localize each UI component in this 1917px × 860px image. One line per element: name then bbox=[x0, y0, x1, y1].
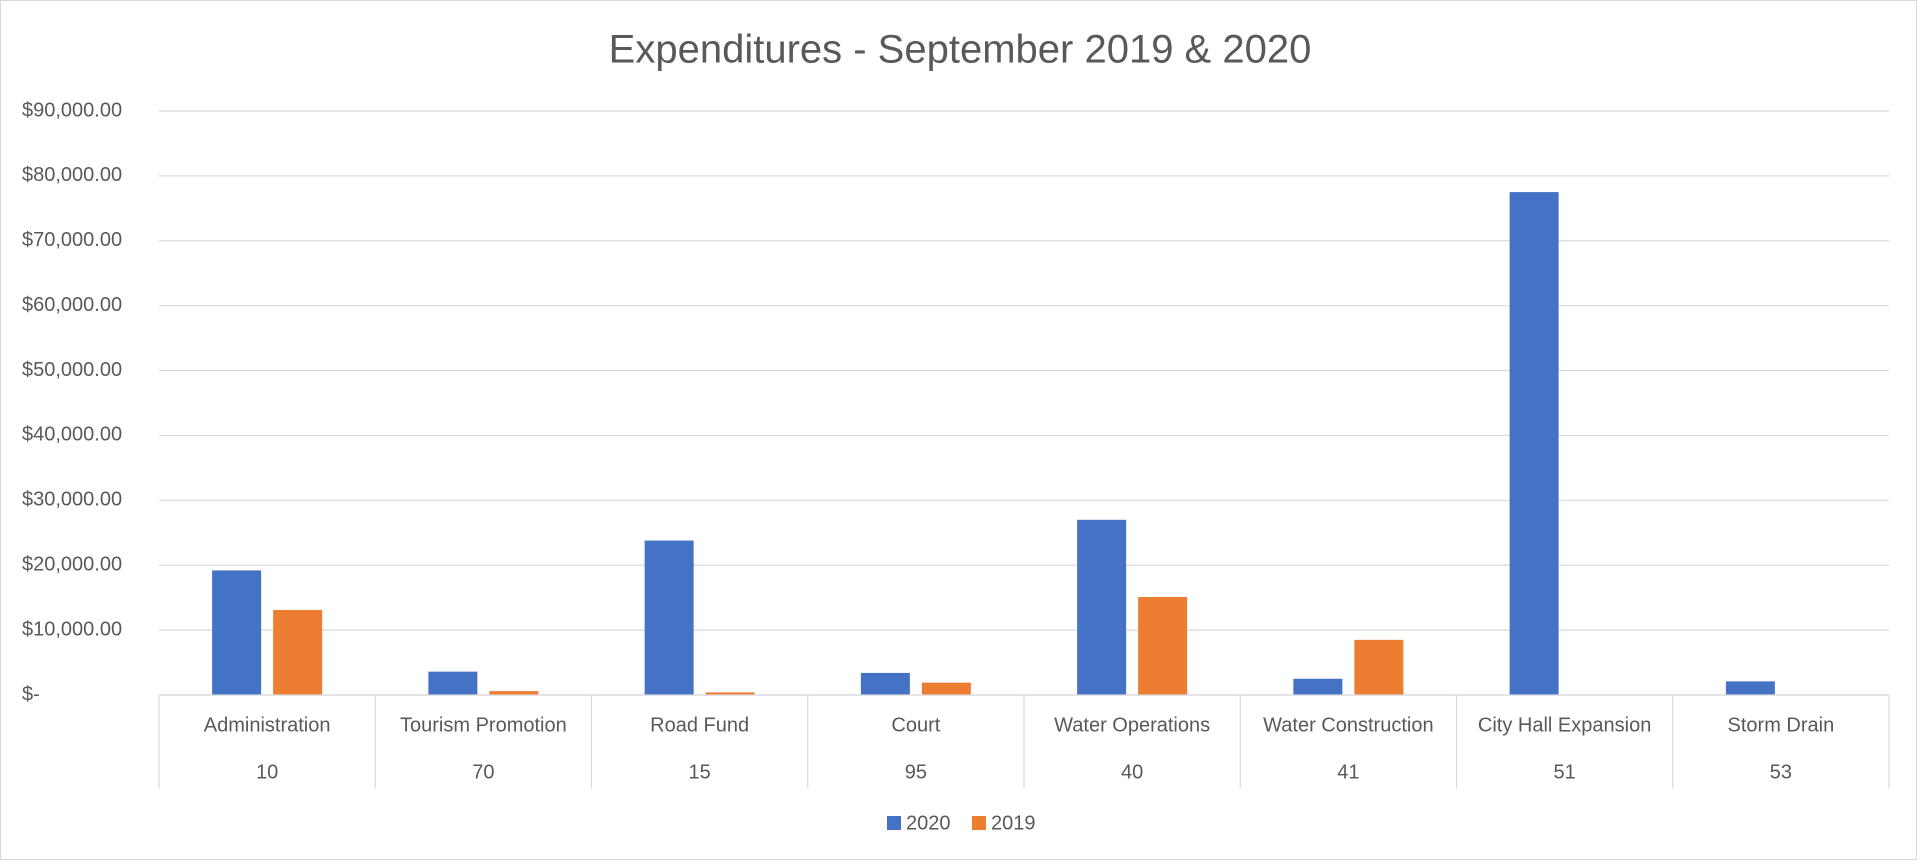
bar bbox=[860, 672, 910, 695]
x-tick-label: Storm Drain bbox=[1728, 714, 1835, 736]
y-tick-label: $30,000.00 bbox=[22, 489, 122, 511]
x-code-label: 51 bbox=[1554, 761, 1576, 783]
bar bbox=[1725, 681, 1775, 695]
x-tick-label: Road Fund bbox=[650, 714, 749, 736]
y-tick-label: $60,000.00 bbox=[22, 294, 122, 316]
x-code-label: 53 bbox=[1770, 761, 1792, 783]
bar bbox=[273, 609, 323, 695]
x-code-label: 95 bbox=[905, 761, 927, 783]
x-code-label: 15 bbox=[689, 761, 711, 783]
bar bbox=[212, 570, 262, 695]
bar bbox=[705, 692, 755, 695]
legend-swatch bbox=[887, 816, 901, 830]
bar bbox=[1354, 639, 1404, 695]
x-code-label: 10 bbox=[256, 761, 278, 783]
y-tick-label: $20,000.00 bbox=[22, 554, 122, 576]
bar bbox=[1077, 519, 1127, 695]
bar bbox=[1509, 192, 1559, 695]
x-code-label: 41 bbox=[1337, 761, 1359, 783]
x-tick-label: Water Operations bbox=[1054, 714, 1210, 736]
legend-label: 2019 bbox=[991, 812, 1036, 834]
legend-swatch bbox=[972, 816, 986, 830]
chart-title: Expenditures - September 2019 & 2020 bbox=[609, 28, 1312, 72]
bar bbox=[489, 691, 539, 695]
x-tick-label: Water Construction bbox=[1263, 714, 1433, 736]
y-tick-label: $40,000.00 bbox=[22, 424, 122, 446]
bar bbox=[1138, 597, 1188, 695]
bar bbox=[921, 682, 971, 695]
bar bbox=[644, 540, 694, 695]
y-tick-label: $70,000.00 bbox=[22, 229, 122, 251]
bar bbox=[428, 671, 478, 695]
x-tick-label: City Hall Expansion bbox=[1478, 714, 1651, 736]
x-code-label: 40 bbox=[1121, 761, 1143, 783]
y-tick-label: $10,000.00 bbox=[22, 618, 122, 640]
legend-label: 2020 bbox=[906, 812, 951, 834]
y-tick-label: $- bbox=[22, 683, 40, 705]
y-tick-label: $80,000.00 bbox=[22, 164, 122, 186]
x-tick-label: Administration bbox=[204, 714, 331, 736]
x-code-label: 70 bbox=[472, 761, 494, 783]
bar bbox=[1293, 678, 1343, 695]
x-tick-label: Tourism Promotion bbox=[400, 714, 567, 736]
x-tick-label: Court bbox=[891, 714, 940, 736]
y-tick-label: $90,000.00 bbox=[22, 99, 122, 121]
y-tick-label: $50,000.00 bbox=[22, 359, 122, 381]
